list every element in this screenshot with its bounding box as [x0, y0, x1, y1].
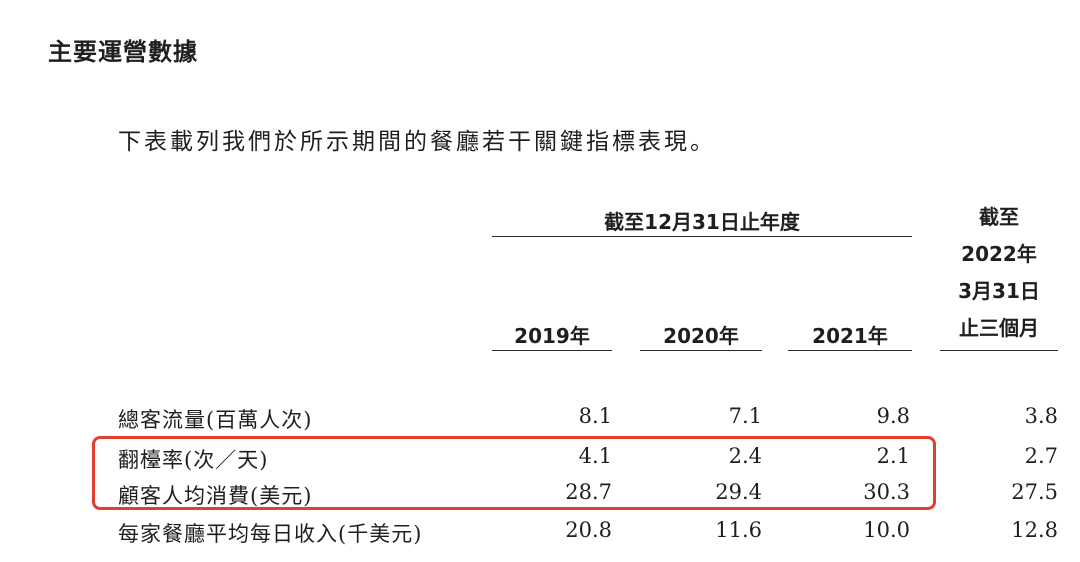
col-rule-2019: [492, 350, 612, 351]
cell-value: 29.4: [715, 480, 762, 504]
cell-value: 2.4: [728, 444, 762, 468]
cell-value: 7.1: [728, 404, 762, 428]
year-group-header: 截至12月31日止年度: [604, 210, 800, 234]
col-header-quarter-line4: 止三個月: [959, 316, 1039, 340]
cell-value: 8.1: [578, 404, 612, 428]
col-rule-2021: [788, 350, 912, 351]
cell-value: 9.8: [876, 404, 910, 428]
row-label: 顧客人均消費(美元): [118, 484, 313, 508]
group-header-rule: [492, 236, 912, 237]
section-title: 主要運營數據: [48, 38, 198, 66]
cell-value: 27.5: [1011, 480, 1058, 504]
cell-value: 3.8: [1024, 404, 1058, 428]
col-header-quarter-line3: 3月31日: [958, 279, 1040, 303]
cell-value: 12.8: [1011, 518, 1058, 542]
col-header-2019: 2019年: [514, 324, 590, 348]
cell-value: 30.3: [863, 480, 910, 504]
col-rule-2020: [640, 350, 762, 351]
row-label: 每家餐廳平均每日收入(千美元): [118, 522, 423, 546]
cell-value: 10.0: [863, 518, 910, 542]
cell-value: 11.6: [715, 518, 762, 542]
col-header-quarter-line1: 截至: [979, 205, 1019, 229]
row-label: 總客流量(百萬人次): [118, 408, 313, 432]
cell-value: 28.7: [565, 480, 612, 504]
cell-value: 2.1: [876, 444, 910, 468]
cell-value: 4.1: [578, 444, 612, 468]
col-header-2020: 2020年: [663, 324, 739, 348]
col-header-2021: 2021年: [812, 324, 888, 348]
col-rule-quarter: [940, 350, 1058, 351]
row-label: 翻檯率(次／天): [118, 448, 269, 472]
cell-value: 2.7: [1024, 444, 1058, 468]
intro-paragraph: 下表載列我們於所示期間的餐廳若干關鍵指標表現。: [118, 129, 716, 155]
col-header-quarter-line2: 2022年: [961, 242, 1037, 266]
cell-value: 20.8: [565, 518, 612, 542]
highlight-box: [92, 436, 936, 510]
